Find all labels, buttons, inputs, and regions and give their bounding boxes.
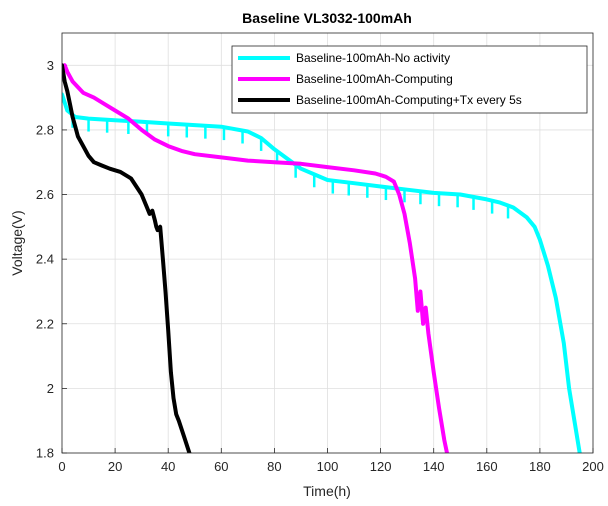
legend-label-2: Baseline-100mAh-Computing+Tx every 5s [296,93,522,107]
legend-label-0: Baseline-100mAh-No activity [296,51,450,65]
x-axis-label: Time(h) [303,483,351,499]
y-tick-label: 1.8 [36,446,54,461]
x-tick-label: 140 [423,459,445,474]
y-tick-label: 2.2 [36,316,54,331]
series-line-0 [62,92,582,453]
x-tick-label: 80 [267,459,281,474]
y-axis-label: Voltage(V) [9,210,25,275]
x-tick-label: 100 [317,459,339,474]
x-tick-label: 120 [370,459,392,474]
x-tick-label: 160 [476,459,498,474]
y-tick-label: 2.4 [36,252,54,267]
x-tick-label: 180 [529,459,551,474]
legend: Baseline-100mAh-No activity Baseline-100m… [231,45,588,114]
y-axis-ticks: 1.8 2 2.2 2.4 2.6 2.8 3 [36,58,67,461]
x-tick-label: 40 [161,459,175,474]
y-tick-label: 3 [47,58,54,73]
series-line-1 [62,63,449,453]
series-line-2 [62,63,192,453]
x-tick-label: 20 [108,459,122,474]
chart-title: Baseline VL3032-100mAh [242,10,412,26]
y-tick-label: 2 [47,381,54,396]
x-tick-label: 200 [582,459,604,474]
x-tick-label: 60 [214,459,228,474]
x-axis-ticks: 0 20 40 60 80 100 120 140 160 180 200 [58,448,604,474]
legend-label-1: Baseline-100mAh-Computing [296,72,453,86]
series-layer [62,63,582,453]
legend-box [231,45,588,114]
y-tick-label: 2.6 [36,187,54,202]
plot-border [61,32,594,454]
y-tick-label: 2.8 [36,122,54,137]
x-tick-label: 0 [58,459,65,474]
